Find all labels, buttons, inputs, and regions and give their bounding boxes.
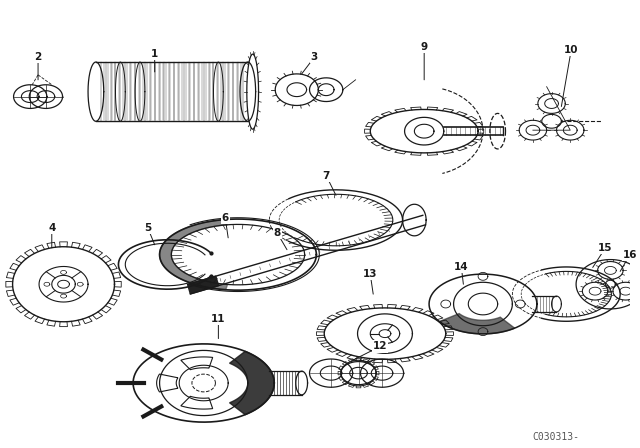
Text: 1: 1 [151, 49, 158, 59]
Text: 4: 4 [48, 223, 56, 233]
Polygon shape [181, 396, 212, 409]
Text: 15: 15 [598, 243, 612, 253]
Text: C030313-: C030313- [532, 432, 579, 442]
Text: 7: 7 [323, 171, 330, 181]
Text: 6: 6 [221, 213, 229, 223]
Text: 9: 9 [420, 42, 428, 52]
Polygon shape [188, 276, 219, 294]
Polygon shape [230, 351, 274, 415]
Polygon shape [181, 357, 212, 370]
Text: 5: 5 [144, 223, 152, 233]
Text: 3: 3 [311, 52, 318, 62]
Text: 10: 10 [564, 45, 579, 55]
Polygon shape [157, 374, 178, 392]
Text: 13: 13 [363, 269, 378, 280]
Text: 14: 14 [454, 263, 468, 272]
Text: 2: 2 [35, 52, 42, 62]
Text: 12: 12 [373, 341, 387, 352]
Polygon shape [159, 220, 228, 290]
Polygon shape [440, 314, 515, 334]
Text: 16: 16 [623, 250, 637, 259]
Text: 11: 11 [211, 314, 226, 324]
Text: 8: 8 [273, 228, 281, 238]
